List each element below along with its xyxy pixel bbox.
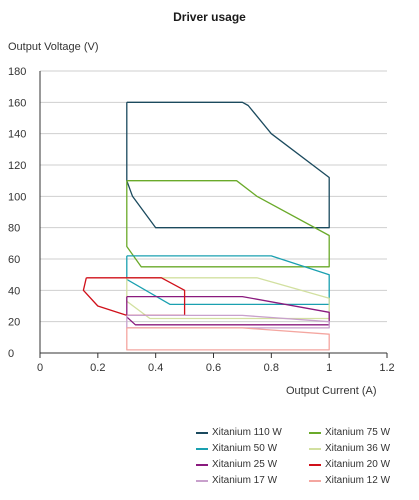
legend-swatch	[196, 479, 208, 482]
series-line-8	[126, 327, 330, 351]
chart-plot: 0 20 40 60 80 100 120 140 160 180 0 0.2 0.4 0.6 0.8 1 1.…	[8, 66, 395, 374]
legend-item: Xitanium 17 W	[196, 475, 277, 486]
legend-swatch	[196, 431, 208, 434]
legend-item: Xitanium 75 W	[309, 427, 390, 438]
x-tick-label: 1	[326, 362, 332, 374]
legend-swatch	[309, 463, 321, 466]
y-tick-label: 20	[8, 317, 20, 329]
x-tick-label: 0.4	[148, 362, 163, 374]
legend-label: Xitanium 20 W	[325, 459, 391, 470]
series-line-5	[126, 295, 330, 326]
legend-item: Xitanium 20 W	[309, 459, 390, 470]
y-axis-label: Output Voltage (V)	[8, 41, 99, 53]
legend-swatch	[196, 463, 208, 466]
legend-item: Xitanium 110 W	[196, 427, 282, 438]
legend-swatch	[309, 431, 321, 434]
legend-label: Xitanium 50 W	[212, 443, 278, 454]
series-line-1	[126, 101, 330, 229]
x-tick-label: 1.2	[379, 362, 394, 374]
legend-label: Xitanium 75 W	[325, 427, 391, 438]
legend-label: Xitanium 12 W	[325, 475, 391, 486]
y-tick-label: 100	[8, 191, 26, 203]
y-tick-label: 120	[8, 160, 26, 172]
legend-label: Xitanium 17 W	[212, 475, 278, 486]
legend-label: Xitanium 25 W	[212, 459, 278, 470]
y-tick-label: 180	[8, 66, 26, 78]
y-tick-label: 40	[8, 285, 20, 297]
x-tick-label: 0	[37, 362, 43, 374]
legend-item: Xitanium 36 W	[309, 443, 390, 454]
y-tick-label: 140	[8, 129, 26, 141]
x-tick-label: 0.2	[90, 362, 105, 374]
y-tick-label: 160	[8, 97, 26, 109]
legend-label: Xitanium 36 W	[325, 443, 391, 454]
legend-swatch	[309, 447, 321, 450]
series-line-2	[126, 180, 330, 268]
x-tick-label: 0.6	[206, 362, 221, 374]
chart-title: Driver usage	[173, 10, 246, 24]
legend-item: Xitanium 50 W	[196, 443, 277, 454]
series-line-7	[126, 314, 330, 329]
x-axis-label: Output Current (A)	[286, 385, 377, 397]
legend-item: Xitanium 25 W	[196, 459, 277, 470]
legend-label: Xitanium 110 W	[212, 427, 282, 438]
y-tick-label: 80	[8, 223, 20, 235]
series-line-4	[126, 277, 330, 320]
legend-swatch	[196, 447, 208, 450]
legend-swatch	[309, 479, 321, 482]
y-tick-label: 0	[8, 348, 14, 360]
legend-item: Xitanium 12 W	[309, 475, 390, 486]
x-tick-label: 0.8	[264, 362, 279, 374]
y-tick-label: 60	[8, 254, 20, 266]
